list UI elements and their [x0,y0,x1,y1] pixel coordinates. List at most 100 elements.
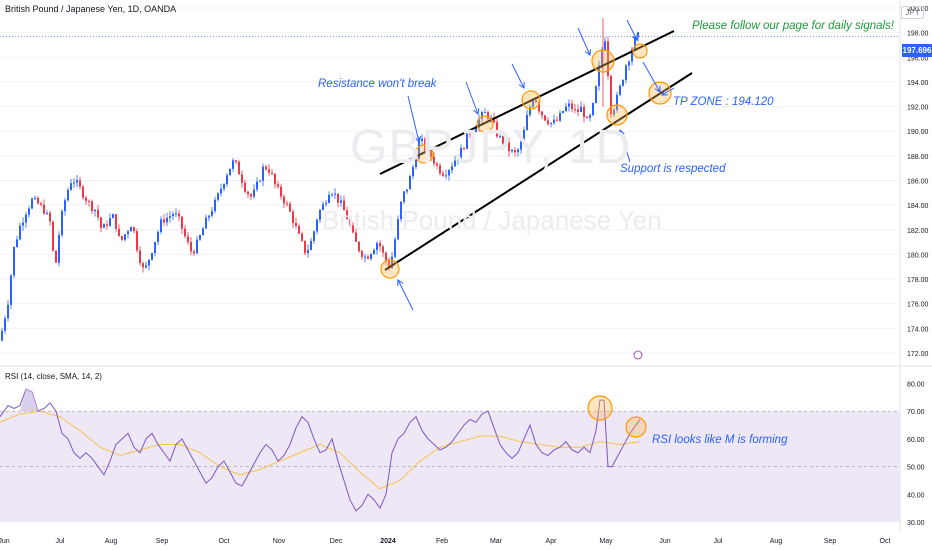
candle-body [349,219,351,226]
watermark-name: British Pound / Japanese Yen [322,205,662,235]
candle-body [16,239,18,247]
candle-body [79,180,81,187]
candle-body [187,236,189,242]
candle-body [88,201,90,203]
highlight-circle [606,104,628,126]
rsi-sma-line [0,410,641,490]
candle-body [154,241,156,254]
candle-body [481,112,483,119]
candle-body [547,120,549,125]
candle-body [346,210,348,220]
candle-body [202,228,204,236]
candle-body [70,183,72,190]
candle-body [10,275,12,305]
candle-body [406,189,408,192]
candle-body [415,159,417,167]
candle-body [124,234,126,240]
candle-body [439,165,441,174]
candle-body [4,318,6,331]
event-marker-icon [633,350,643,360]
time-tick-label: Jun [659,538,670,545]
candle-body [298,225,300,234]
candle-body [319,209,321,220]
candle-body [451,166,453,171]
candle-body [325,202,327,205]
highlight-circle [625,416,647,438]
candle-body [211,211,213,216]
current-price-tag: 197.696 [902,44,932,57]
time-tick-label: Sep [156,538,169,545]
candle-body [565,106,567,112]
candle-body [610,75,612,115]
candle-body [301,233,303,241]
candle-body [559,112,561,121]
candle-body [64,200,66,212]
candle-body [103,224,105,228]
candle-body [109,218,111,226]
rsi-header[interactable]: RSI (14, close, SMA, 14, 2) [5,372,102,381]
arrow-head [661,89,669,96]
candle-body [442,173,444,176]
candle-body [361,251,363,258]
candle-body [7,304,9,319]
candle-body [508,142,510,152]
candle-body [127,231,129,235]
candle-body [28,208,30,215]
candle-body [598,65,600,87]
candle-body [382,246,384,253]
currency-tag[interactable]: JPY [901,6,924,19]
candle-body [466,133,468,149]
candle-body [367,256,369,259]
candle-body [91,201,93,212]
arrow-head [654,85,661,93]
rsi-lines [0,388,641,512]
follow-annotation: Please follow our page for daily signals… [692,20,895,32]
candle-body [355,232,357,242]
candle-body [292,211,294,224]
candle-body [49,212,51,222]
candle-body [115,214,117,229]
candle-body [76,180,78,183]
candle-body [634,36,636,50]
candle-body [274,173,276,185]
candle-body [436,163,438,166]
candle-body [388,260,390,269]
candle-body [622,79,624,86]
arrow-head [473,107,480,115]
time-tick-label: Sep [824,538,837,545]
candle-body [316,219,318,232]
price-tick-label: 186.00 [907,179,929,186]
highlight-circle [476,115,494,133]
candle-body [373,249,375,255]
rsi-line [0,388,641,512]
candle-body [142,263,144,268]
candle-body [517,149,519,153]
candle-body [190,241,192,252]
candle-body [313,231,315,241]
candle-body [133,227,135,232]
candle-body [94,209,96,212]
candle-body [271,172,273,174]
candle-body [13,246,15,276]
candle-body [247,191,249,195]
candle-body [100,217,102,228]
candle-body [181,216,183,229]
candle-body [232,160,234,169]
arrow-line [619,129,631,163]
candle-body [358,241,360,252]
highlight-circle [521,90,541,110]
price-tick-label: 182.00 [907,228,929,235]
candle-body [493,117,495,123]
candle-body [145,265,147,268]
candle-body [160,219,162,232]
highlight-circle [591,49,615,73]
candle-body [85,197,87,202]
price-tick-label: 176.00 [907,302,929,309]
arrow-head [584,48,591,56]
symbol-header[interactable]: British Pound / Japanese Yen, 1D, OANDA [5,4,177,14]
candle-body [370,254,372,259]
candle-body [412,166,414,177]
candle-body [376,243,378,250]
candle-body [577,109,579,112]
